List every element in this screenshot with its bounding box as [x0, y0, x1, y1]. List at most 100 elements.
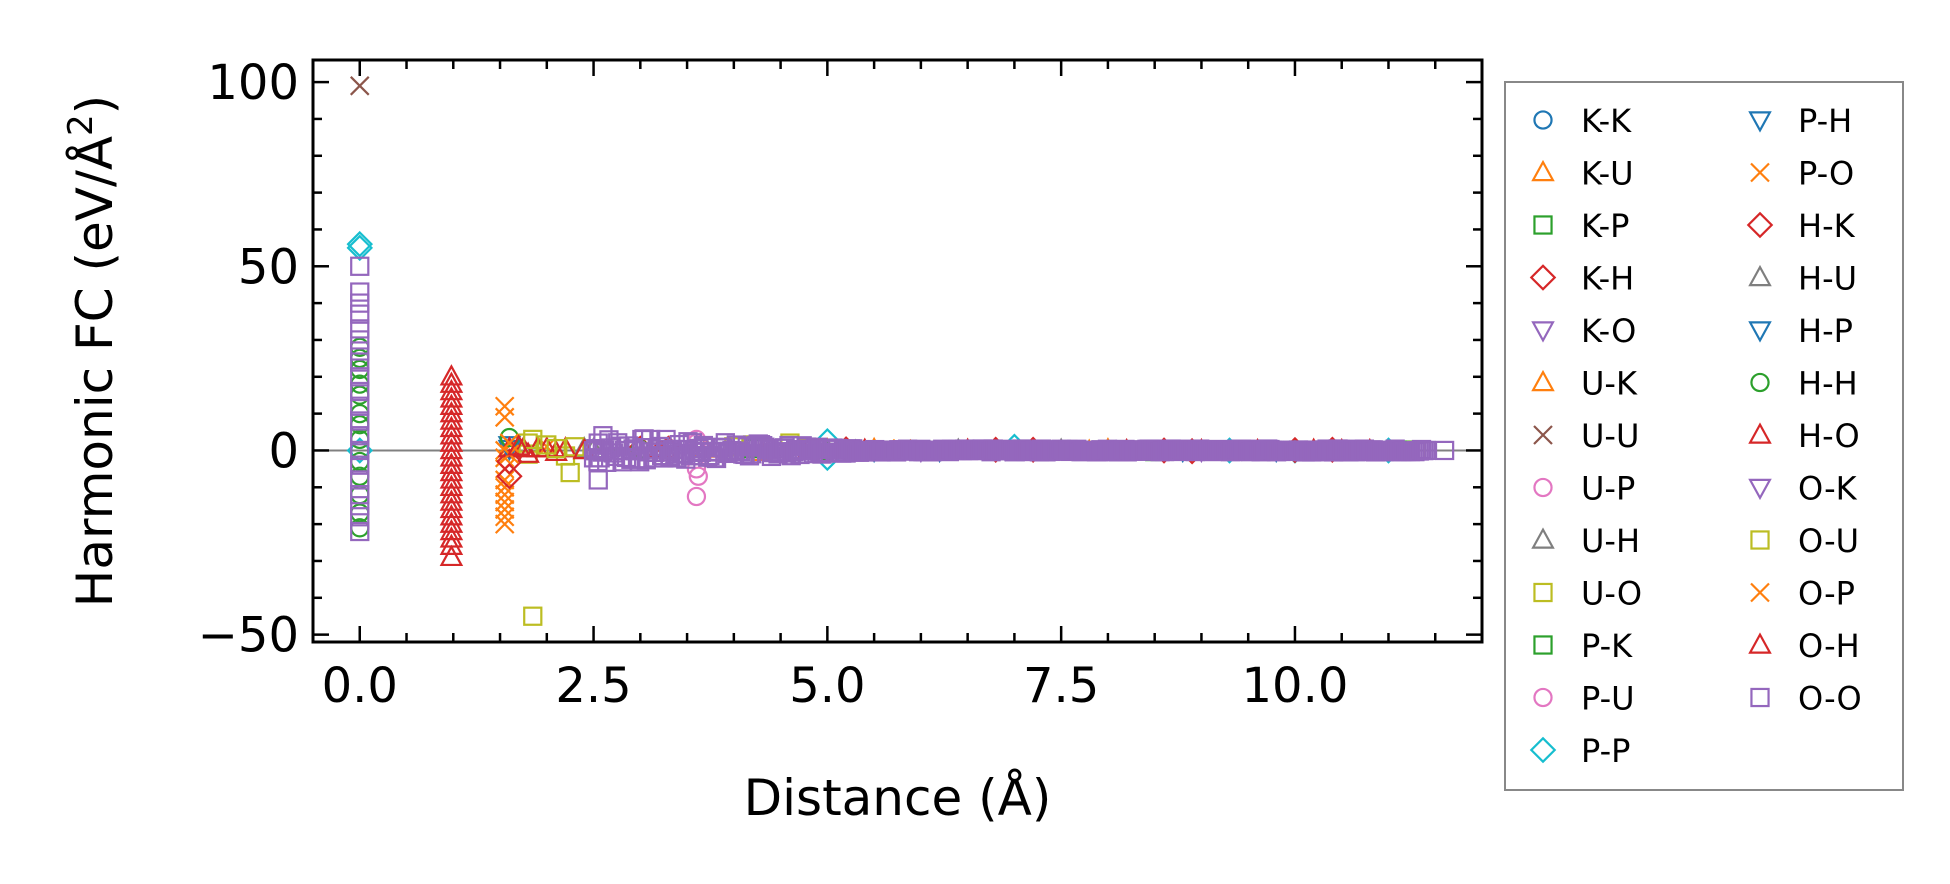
legend-marker [1750, 530, 1770, 550]
data-point [439, 364, 464, 386]
legend-marker [1748, 264, 1772, 287]
data-point [496, 448, 523, 475]
legend-label: H-U [1798, 260, 1857, 298]
data-point [350, 341, 370, 361]
legend-label: P-H [1798, 102, 1852, 140]
legend-item: K-U [1531, 155, 1634, 193]
data-point [439, 437, 464, 460]
legend-item: P-K [1533, 627, 1633, 665]
data-point [350, 385, 370, 405]
data-point [439, 371, 464, 393]
legend-item: P-U [1533, 680, 1635, 718]
data-point [439, 474, 464, 497]
data-point [506, 434, 531, 456]
data-point [494, 514, 515, 534]
legend-label: H-H [1798, 365, 1858, 403]
data-point [688, 466, 708, 486]
legend-box [1504, 81, 1904, 791]
legend-item: U-H [1531, 522, 1640, 560]
data-point [439, 393, 464, 416]
legend-marker [1748, 478, 1772, 501]
legend-item: K-O [1531, 312, 1636, 350]
legend: K-K K-U K-P K-H K-O U-K U-U U-P U-H U-O P-K P-U P-P P… [1504, 81, 1904, 791]
legend-item: O-U [1750, 522, 1859, 560]
legend-label: O-K [1798, 470, 1858, 508]
data-point [439, 496, 464, 519]
data-point [494, 407, 515, 428]
data-point [494, 492, 515, 512]
legend-item: K-H [1529, 260, 1634, 298]
data-point [350, 282, 370, 302]
data-point [439, 430, 464, 452]
data-point [350, 256, 370, 276]
data-point [494, 484, 515, 505]
x-axis-title: Distance (Å) [744, 769, 1052, 827]
data-point [350, 367, 370, 387]
legend-marker [1750, 372, 1770, 393]
legend-marker [1531, 321, 1555, 343]
legend-item: H-O [1748, 417, 1860, 455]
data-point [1434, 440, 1455, 461]
legend-label: O-U [1798, 522, 1859, 560]
data-point [439, 544, 464, 567]
legend-label: K-U [1581, 155, 1634, 193]
data-point [560, 462, 580, 483]
legend-item: P-P [1529, 732, 1630, 770]
legend-marker [1531, 159, 1555, 182]
legend-item: U-K [1531, 365, 1638, 403]
series-u-u [349, 76, 931, 460]
data-point [350, 426, 370, 446]
data-point [350, 352, 370, 372]
data-point [494, 506, 515, 527]
legend-marker [1533, 110, 1553, 130]
data-point [1416, 440, 1436, 461]
y-tick-label: 50 [238, 239, 299, 295]
data-point [439, 400, 464, 423]
y-tick-label: 100 [207, 55, 299, 111]
data-point [496, 462, 523, 490]
legend-label: P-O [1798, 155, 1854, 193]
legend-label: U-U [1581, 417, 1639, 455]
data-point [349, 76, 370, 96]
legend-label: K-P [1581, 207, 1629, 245]
legend-label: P-K [1581, 627, 1633, 665]
data-point [346, 230, 374, 258]
data-point [544, 439, 568, 462]
x-tick-label: 10.0 [1242, 658, 1349, 714]
series-o-o-band [583, 429, 1436, 472]
data-point [516, 441, 540, 463]
series-h-o [439, 364, 1382, 567]
legend-item: K-K [1533, 102, 1632, 140]
data-point [350, 381, 370, 402]
legend-item: O-O [1750, 680, 1862, 718]
data-point [350, 496, 370, 516]
legend-label: U-O [1581, 575, 1642, 613]
legend-label: H-P [1798, 312, 1853, 350]
legend-marker [1533, 687, 1553, 708]
legend-marker [1533, 582, 1553, 603]
y-tick-label: −50 [198, 608, 299, 664]
legend-label: K-K [1581, 102, 1632, 140]
legend-label: H-K [1798, 207, 1856, 245]
data-point [350, 396, 370, 416]
data-point [546, 438, 566, 459]
legend-item: U-O [1533, 575, 1642, 613]
legend-marker [1533, 425, 1553, 445]
legend-item: P-H [1748, 102, 1852, 140]
data-point [350, 293, 370, 313]
legend-item: O-H [1748, 627, 1860, 665]
data-point [439, 518, 464, 541]
legend-marker [1533, 215, 1553, 235]
data-point [350, 507, 370, 527]
data-point [439, 459, 464, 482]
legend-marker [1750, 582, 1770, 603]
legend-label: K-H [1581, 260, 1634, 298]
data-point [439, 445, 464, 467]
data-point [350, 319, 370, 339]
plot-area [313, 76, 1482, 626]
x-tick-label: 5.0 [789, 658, 865, 714]
data-point [350, 440, 370, 461]
data-point [439, 489, 464, 511]
legend-item: O-K [1748, 470, 1858, 508]
